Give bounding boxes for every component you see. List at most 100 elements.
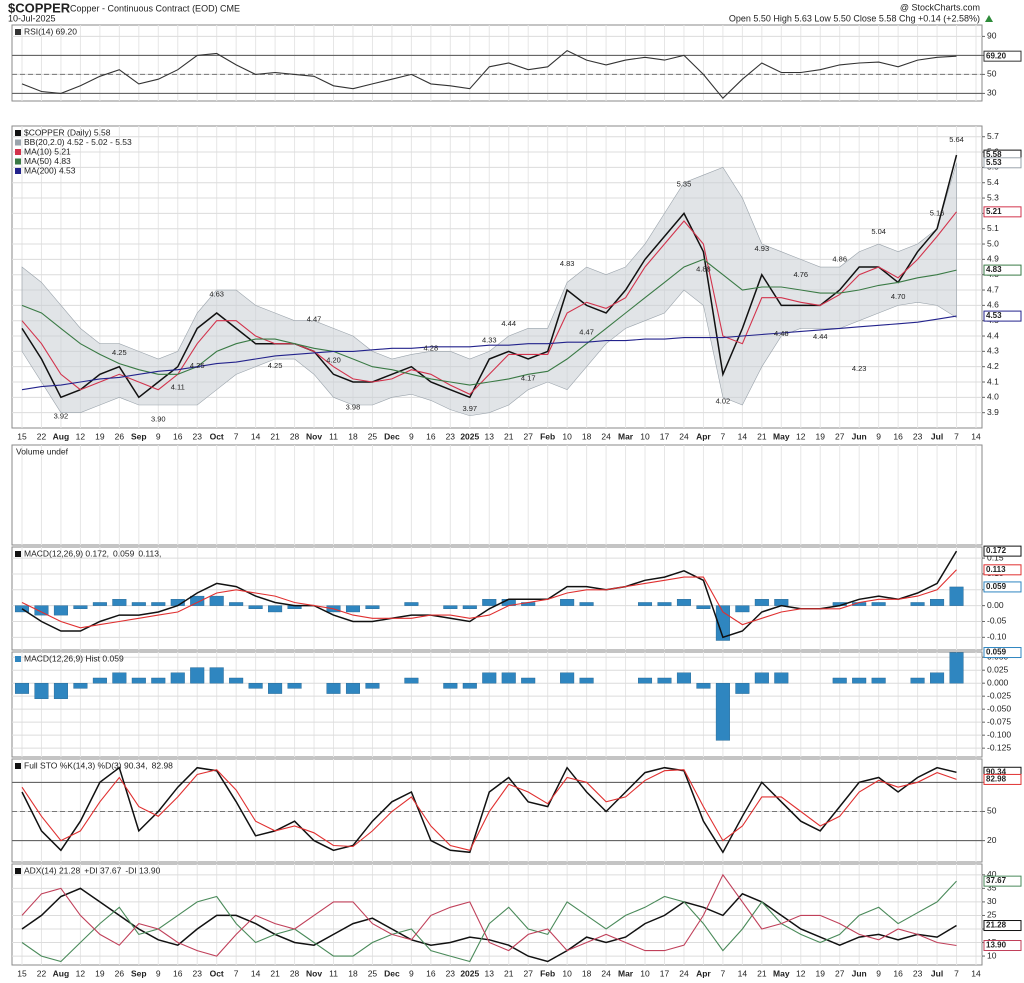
x-tick-label: 23 bbox=[192, 968, 202, 978]
y-tick-label: 5.3 bbox=[987, 192, 999, 202]
value-tag bbox=[983, 647, 1022, 659]
bar bbox=[443, 605, 458, 610]
bar bbox=[579, 602, 594, 606]
y-tick-label: 30 bbox=[987, 896, 997, 906]
price-annotation: 4.46 bbox=[774, 329, 789, 338]
bar bbox=[248, 682, 263, 689]
bar bbox=[852, 677, 867, 684]
x-tick-label: 18 bbox=[348, 968, 358, 978]
series-line bbox=[21, 154, 958, 399]
y-tick-label: 4.4 bbox=[987, 330, 999, 340]
value-tag bbox=[983, 50, 1022, 62]
x-tick-label: Nov bbox=[306, 431, 322, 441]
x-tick-label: Aug bbox=[53, 968, 70, 978]
series-line bbox=[21, 569, 957, 629]
x-tick-label: 14 bbox=[251, 431, 261, 441]
bar bbox=[735, 682, 750, 694]
x-tick-label: 15 bbox=[17, 431, 27, 441]
x-tick-label: 19 bbox=[816, 431, 826, 441]
price-annotation: 4.83 bbox=[560, 259, 575, 268]
x-tick-label: 9 bbox=[156, 968, 161, 978]
legend-swatch bbox=[15, 139, 21, 146]
bar bbox=[482, 672, 497, 684]
bar bbox=[832, 677, 847, 684]
bar bbox=[209, 667, 224, 684]
bar bbox=[34, 682, 49, 699]
x-tick-label: Feb bbox=[540, 431, 555, 441]
x-tick-label: 14 bbox=[738, 968, 748, 978]
legend-label: $COPPER (Daily) 5.58 bbox=[24, 127, 111, 137]
x-tick-label: 10 bbox=[562, 968, 572, 978]
bar bbox=[638, 677, 653, 684]
x-tick-label: 27 bbox=[523, 968, 533, 978]
panel-frame bbox=[11, 651, 983, 758]
bar bbox=[73, 605, 88, 610]
x-tick-label: 7 bbox=[954, 968, 959, 978]
x-tick-label: 16 bbox=[893, 968, 903, 978]
value-tag-label: 5.58 bbox=[986, 150, 1002, 159]
y-tick-label: 20 bbox=[987, 835, 997, 845]
bar bbox=[501, 672, 516, 684]
series-line bbox=[21, 258, 957, 386]
bar bbox=[287, 682, 302, 689]
y-tick-label: 5.7 bbox=[987, 131, 999, 141]
y-tick-label: -0.10 bbox=[987, 632, 1007, 642]
value-tag-label: 13.90 bbox=[986, 941, 1007, 950]
bar bbox=[676, 672, 691, 684]
x-tick-label: Jun bbox=[852, 968, 867, 978]
legend-label: BB(20,2.0) 4.52 - 5.02 - 5.53 bbox=[24, 137, 132, 147]
x-tick-label: Dec bbox=[384, 431, 400, 441]
y-tick-label: 4.2 bbox=[987, 361, 999, 371]
x-tick-label: 13 bbox=[485, 431, 495, 441]
series-line bbox=[21, 766, 957, 854]
x-tick-label: 16 bbox=[426, 431, 436, 441]
price-annotation: 5.35 bbox=[677, 179, 692, 188]
price-annotation: 4.17 bbox=[521, 373, 536, 382]
x-tick-label: 18 bbox=[582, 968, 592, 978]
bar bbox=[131, 602, 146, 606]
x-tick-label: 26 bbox=[115, 431, 125, 441]
x-tick-label: 26 bbox=[115, 968, 125, 978]
x-tick-label: 17 bbox=[660, 431, 670, 441]
x-tick-label: 22 bbox=[37, 968, 47, 978]
y-tick-label: -0.125 bbox=[987, 742, 1011, 752]
x-tick-label: 7 bbox=[721, 431, 726, 441]
value-tag-label: 0.059 bbox=[986, 648, 1007, 657]
y-tick-label: 3.9 bbox=[987, 407, 999, 417]
x-tick-label: 21 bbox=[757, 968, 767, 978]
bar bbox=[638, 602, 653, 606]
x-tick-label: 21 bbox=[504, 968, 514, 978]
value-tag-label: 5.53 bbox=[986, 158, 1002, 167]
y-tick-label: 30 bbox=[987, 88, 997, 98]
quote: Open 5.50 High 5.63 Low 5.50 Close 5.58 … bbox=[729, 13, 980, 23]
price-annotation: 4.63 bbox=[209, 290, 224, 299]
source: @ StockCharts.com bbox=[900, 2, 980, 12]
x-tick-label: 23 bbox=[446, 968, 456, 978]
price-annotation: 4.11 bbox=[171, 382, 185, 391]
x-tick-label: 13 bbox=[485, 968, 495, 978]
x-tick-label: 14 bbox=[251, 968, 261, 978]
x-tick-label: 25 bbox=[368, 431, 378, 441]
value-tag-label: 4.83 bbox=[986, 265, 1002, 274]
x-tick-label: 28 bbox=[290, 431, 300, 441]
bar bbox=[696, 682, 711, 689]
y-tick-label: 50 bbox=[987, 69, 997, 79]
bar bbox=[92, 677, 107, 684]
legend-swatch bbox=[15, 763, 21, 769]
bar bbox=[345, 682, 360, 694]
value-tag-label: 0.113 bbox=[986, 565, 1006, 574]
x-tick-label: 21 bbox=[504, 431, 514, 441]
bar bbox=[735, 605, 750, 613]
x-tick-label: Oct bbox=[210, 968, 224, 978]
x-tick-label: Mar bbox=[618, 968, 634, 978]
value-tag bbox=[983, 264, 1022, 276]
x-tick-label: 7 bbox=[721, 968, 726, 978]
y-tick-label: -0.075 bbox=[987, 716, 1011, 726]
x-tick-label: Aug bbox=[53, 431, 70, 441]
x-tick-label: 27 bbox=[523, 431, 533, 441]
bar bbox=[365, 682, 380, 689]
bar bbox=[404, 602, 419, 606]
x-tick-label: 12 bbox=[76, 431, 86, 441]
legend-swatch bbox=[15, 551, 21, 557]
value-tag bbox=[983, 875, 1022, 887]
